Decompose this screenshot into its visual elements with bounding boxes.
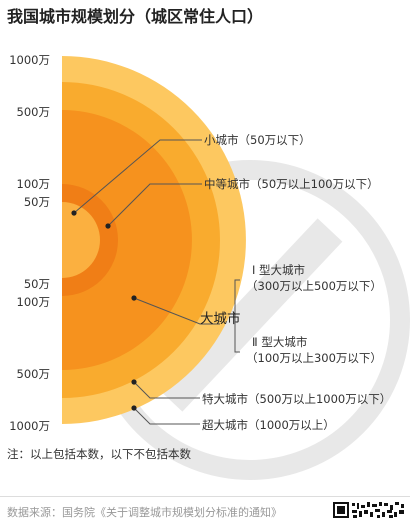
label-small-city: 小城市（50万以下） xyxy=(204,133,311,147)
tick-bottom-500: 500万 xyxy=(16,367,50,381)
leader-large xyxy=(133,297,220,325)
tick-top-100: 100万 xyxy=(16,177,50,191)
footnote: 注：以上包括本数，以下不包括本数 xyxy=(7,447,191,461)
leader-medium xyxy=(107,183,202,227)
label-very-large-city: 特大城市（500万以上1000万以下） xyxy=(202,392,392,406)
dot-medium xyxy=(105,223,111,229)
small-city-core xyxy=(62,202,100,278)
dot-mega xyxy=(131,405,137,411)
dot-very-large xyxy=(131,379,137,385)
leader-very-large xyxy=(133,381,200,399)
tick-top-500: 500万 xyxy=(16,105,50,119)
dot-small xyxy=(71,210,77,216)
marker-dots xyxy=(71,210,137,411)
label-large-type2-range: （100万以上300万以下） xyxy=(246,351,382,365)
dot-large xyxy=(131,295,137,301)
label-medium-city: 中等城市（50万以上100万以下） xyxy=(204,177,379,191)
label-mega-city: 超大城市（1000万以上） xyxy=(202,418,335,432)
label-large-city: 大城市 xyxy=(200,311,241,327)
qr-code-icon xyxy=(332,501,406,519)
label-large-type1-name: Ⅰ 型大城市 xyxy=(252,263,306,277)
tick-top-1000: 1000万 xyxy=(9,53,50,67)
label-large-type2-name: Ⅱ 型大城市 xyxy=(252,335,308,349)
source-bar: 数据来源：国务院《关于调整城市规模划分标准的通知》 xyxy=(0,496,410,523)
bracket-large-types xyxy=(234,279,240,353)
page-title: 我国城市规模划分（城区常住人口） xyxy=(7,7,264,26)
tick-bottom-50: 50万 xyxy=(23,277,50,291)
leader-mega xyxy=(133,407,200,425)
data-source: 数据来源：国务院《关于调整城市规模划分标准的通知》 xyxy=(7,506,282,519)
large-city-ring xyxy=(62,110,192,370)
tick-top-50: 50万 xyxy=(23,195,50,209)
city-scale-diagram xyxy=(62,56,410,480)
label-large-type1-range: （300万以上500万以下） xyxy=(246,279,382,293)
tick-bottom-100: 100万 xyxy=(16,295,50,309)
leader-lines xyxy=(73,139,240,425)
tick-bottom-1000: 1000万 xyxy=(9,419,50,433)
leader-small xyxy=(73,139,202,214)
